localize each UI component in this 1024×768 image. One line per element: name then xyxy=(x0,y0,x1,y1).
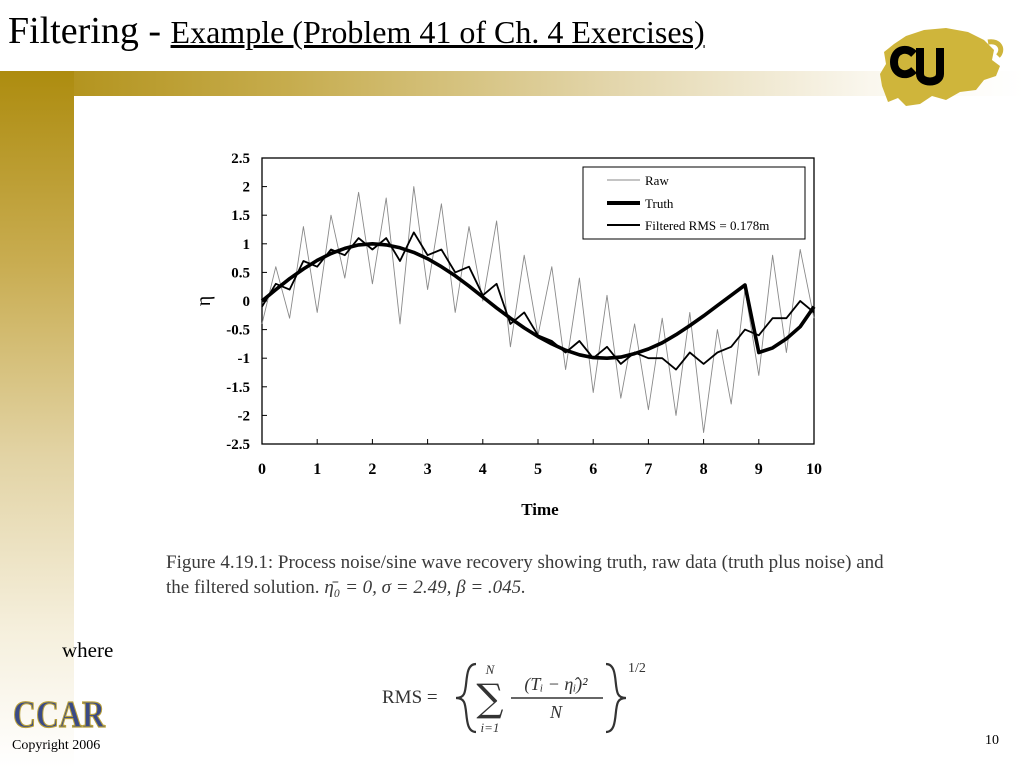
x-tick-label: 10 xyxy=(806,461,822,478)
y-axis-label: η xyxy=(193,296,215,306)
series-filtered-line xyxy=(261,231,815,371)
series-layer xyxy=(260,186,816,434)
rms-formula: RMS = N ∑ i=1 (Tᵢ − η̂ᵢ)² N 1/2 xyxy=(382,661,646,735)
x-tick-label: 5 xyxy=(534,461,542,478)
x-tick-label: 6 xyxy=(589,461,597,478)
x-tick-label: 0 xyxy=(258,461,266,478)
x-tick-label: 9 xyxy=(755,461,763,478)
left-accent-bar xyxy=(0,71,74,768)
page-number: 10 xyxy=(985,733,999,748)
legend-label-filtered: Filtered RMS = 0.178m xyxy=(645,218,769,233)
title-main: Filtering - xyxy=(8,10,171,52)
y-tick-label: 2.5 xyxy=(231,151,250,167)
x-tick-label: 3 xyxy=(424,461,432,478)
y-axis: 2.5 2 1.5 1 0.5 0 -0.5 -1 -1.5 -2 -2.5 xyxy=(226,151,267,453)
y-tick-label: -1.5 xyxy=(226,380,250,396)
legend-label-truth: Truth xyxy=(645,196,674,211)
slide-title: Filtering - Example (Problem 41 of Ch. 4… xyxy=(8,8,705,55)
top-accent-bar xyxy=(0,71,1024,96)
copyright-text: Copyright 2006 xyxy=(12,738,101,753)
chart: 2.5 2 1.5 1 0.5 0 -0.5 -1 -1.5 -2 -2.5 0 1 2 3 4 5 6 7 8 9 1… xyxy=(193,151,822,519)
where-text: where xyxy=(62,638,114,662)
formula-right-brace xyxy=(605,662,627,734)
formula-numerator: (Tᵢ − η̂ᵢ)² xyxy=(524,674,588,695)
x-tick-label: 2 xyxy=(368,461,376,478)
caption-beta: β = .045. xyxy=(456,577,526,598)
ccar-logo-text: CCAR xyxy=(13,694,105,734)
cu-buffalo-logo xyxy=(880,28,1004,106)
x-tick-label: 1 xyxy=(313,461,321,478)
y-tick-label: -2 xyxy=(238,408,251,424)
figure-caption: Figure 4.19.1: Process noise/sine wave r… xyxy=(166,550,886,600)
formula-sum-top: N xyxy=(485,662,496,677)
y-tick-label: 1 xyxy=(243,237,251,253)
formula-left-brace xyxy=(455,662,477,734)
x-axis: 0 1 2 3 4 5 6 7 8 9 10 xyxy=(258,439,822,478)
legend-label-raw: Raw xyxy=(645,173,669,188)
formula-denominator: N xyxy=(549,702,563,722)
y-tick-label: 1.5 xyxy=(231,208,250,224)
y-tick-label: -1 xyxy=(238,351,251,367)
legend: Raw Truth Filtered RMS = 0.178m xyxy=(582,166,806,240)
title-subtitle: Example (Problem 41 of Ch. 4 Exercises) xyxy=(170,14,705,50)
formula-exponent: 1/2 xyxy=(628,661,646,676)
formula-sum-bottom: i=1 xyxy=(481,720,500,735)
y-tick-label: -2.5 xyxy=(226,437,250,453)
formula-lhs: RMS = xyxy=(382,687,438,708)
x-tick-label: 8 xyxy=(700,461,708,478)
caption-eta0: η̄₀ = 0, xyxy=(324,577,377,598)
x-tick-label: 4 xyxy=(479,461,487,478)
y-tick-label: 0 xyxy=(243,294,251,310)
y-tick-label: -0.5 xyxy=(226,323,250,339)
y-tick-label: 0.5 xyxy=(231,265,250,281)
y-tick-label: 2 xyxy=(243,180,251,196)
formula-sum-sign: ∑ xyxy=(476,676,503,720)
x-tick-label: 7 xyxy=(644,461,652,478)
caption-sigma: σ = 2.49, xyxy=(381,577,452,598)
series-truth-line xyxy=(260,242,816,360)
x-axis-label: Time xyxy=(521,500,559,519)
caption-lead: Figure 4.19.1: Process noise/sine wave r… xyxy=(166,552,884,598)
ccar-logo: CCAR xyxy=(12,693,106,734)
